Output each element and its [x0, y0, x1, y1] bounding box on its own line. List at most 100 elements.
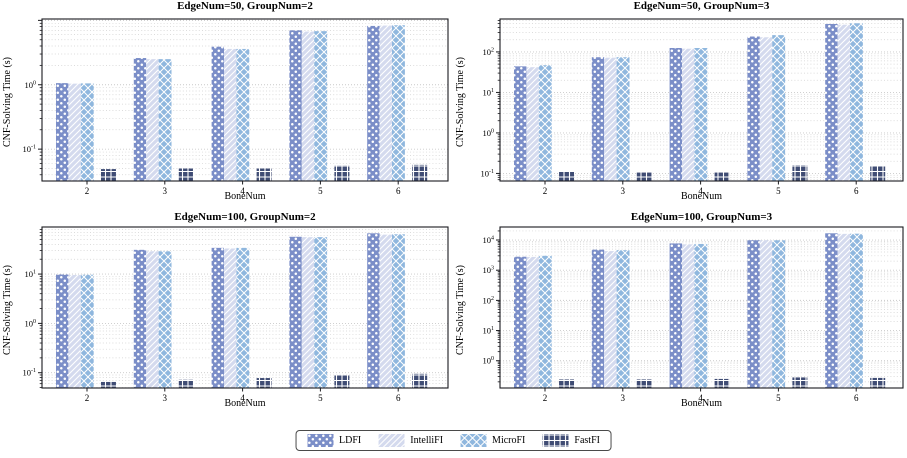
bar-IntelliFI-bone5 — [759, 240, 773, 388]
bar-LDFI-bone3 — [591, 249, 605, 388]
bar-MicroFI-bone6 — [392, 234, 405, 388]
axes-spines — [41, 18, 449, 182]
bar-LDFI-bone5 — [289, 236, 302, 388]
bar-LDFI-bone2 — [56, 83, 69, 181]
legend-item-intellifi: IntelliFI — [378, 434, 443, 447]
bar-MicroFI-bone5 — [772, 240, 786, 388]
bar-LDFI-bone6 — [825, 23, 838, 182]
bar-IntelliFI-bone2 — [526, 67, 539, 181]
bar-FastFI-bone2 — [101, 169, 116, 181]
bar-IntelliFI-bone6 — [379, 25, 392, 181]
bar-MicroFI-bone4 — [694, 47, 708, 181]
bar-FastFI-bone2 — [559, 379, 574, 388]
legend: LDFI IntelliFI MicroFI FastFI — [295, 430, 612, 451]
microfi-cross-swatch-icon — [460, 434, 487, 447]
bar-FastFI-bone6 — [412, 164, 428, 181]
x-axis-label: BoneNum — [224, 191, 266, 202]
y-tick-label: 101 — [483, 87, 495, 97]
bar-FastFI-bone3 — [178, 379, 194, 388]
bar-IntelliFI-bone5 — [301, 31, 315, 181]
subplot-edgenum100-groupnum3: EdgeNum=100, GroupNum=3 CNF-Solving Time… — [453, 209, 907, 414]
x-tick-label: 5 — [318, 393, 323, 403]
x-tick-label: 4 — [240, 393, 245, 403]
bar-LDFI-bone2 — [514, 256, 527, 388]
bar-IntelliFI-bone3 — [604, 251, 617, 388]
bar-FastFI-bone4 — [714, 378, 730, 388]
x-tick-label: 3 — [621, 393, 626, 403]
bar-LDFI-bone3 — [133, 249, 147, 388]
bar-IntelliFI-bone4 — [682, 48, 695, 181]
ldfi-dots-swatch-icon — [307, 434, 334, 447]
bar-IntelliFI-bone6 — [837, 233, 850, 388]
fastfi-grid-swatch-icon — [542, 434, 569, 447]
y-tick-label: 100 — [483, 356, 495, 366]
x-tick-label: 4 — [698, 186, 703, 196]
x-tick-label: 6 — [396, 186, 401, 196]
bar-FastFI-bone5 — [792, 165, 808, 181]
plot-area: 10-1 100 101 2 3 4 5 6 — [23, 226, 449, 403]
legend-item-microfi: MicroFI — [460, 434, 525, 447]
y-tick-label: 102 — [483, 295, 495, 305]
bar-MicroFI-bone3 — [158, 59, 172, 181]
bar-MicroFI-bone6 — [392, 25, 405, 182]
x-tick-label: 2 — [85, 393, 90, 403]
plot-area: 100 101 102 103 104 2 3 4 5 6 — [483, 226, 904, 403]
bar-LDFI-bone4 — [211, 46, 224, 182]
axes-spines — [499, 226, 904, 389]
legend-label: LDFI — [339, 435, 362, 446]
bar-FastFI-bone5 — [334, 374, 350, 388]
x-axis-label: BoneNum — [680, 191, 723, 202]
bar-LDFI-bone3 — [591, 57, 605, 182]
bar-MicroFI-bone6 — [850, 23, 863, 181]
bar-IntelliFI-bone5 — [759, 37, 773, 182]
bar-MicroFI-bone3 — [616, 57, 630, 182]
plot-area: 10-1 100 101 102 2 3 4 5 6 — [481, 18, 904, 196]
x-tick-label: 4 — [698, 393, 703, 403]
bar-LDFI-bone5 — [747, 240, 760, 388]
y-tick-label: 104 — [483, 235, 495, 245]
bar-MicroFI-bone6 — [850, 233, 863, 388]
y-tick-label: 101 — [25, 269, 37, 279]
bar-IntelliFI-bone5 — [301, 237, 315, 388]
legend-item-fastfi: FastFI — [542, 434, 600, 447]
bar-FastFI-bone3 — [636, 379, 652, 388]
x-tick-label: 5 — [318, 186, 323, 196]
bar-FastFI-bone4 — [256, 168, 272, 181]
y-axis-label: CNF-Solving Time (s) — [455, 264, 466, 356]
bar-LDFI-bone6 — [367, 25, 380, 181]
bar-IntelliFI-bone3 — [604, 57, 617, 182]
bar-IntelliFI-bone4 — [682, 244, 695, 388]
bar-FastFI-bone4 — [714, 172, 730, 181]
bar-LDFI-bone6 — [367, 233, 380, 388]
bar-MicroFI-bone2 — [538, 255, 552, 388]
subplot-edgenum50-groupnum2: EdgeNum=50, GroupNum=2 CNF-Solving Time … — [0, 0, 453, 205]
bar-IntelliFI-bone2 — [526, 256, 539, 388]
bar-LDFI-bone5 — [747, 36, 760, 181]
legend-label: MicroFI — [492, 435, 526, 446]
y-axis-label: CNF-Solving Time (s) — [2, 56, 13, 148]
legend-label: IntelliFI — [410, 435, 444, 446]
bar-LDFI-bone4 — [211, 247, 224, 388]
x-tick-label: 3 — [621, 186, 626, 196]
chart-title: EdgeNum=100, GroupNum=3 — [630, 211, 773, 223]
y-axis-label: CNF-Solving Time (s) — [455, 56, 466, 148]
bar-FastFI-bone5 — [792, 377, 808, 388]
bar-MicroFI-bone2 — [538, 65, 552, 181]
legend-item-ldfi: LDFI — [307, 434, 361, 447]
x-tick-label: 2 — [543, 393, 548, 403]
x-tick-label: 6 — [396, 393, 401, 403]
x-tick-label: 3 — [163, 186, 168, 196]
y-tick-label: 10-1 — [481, 168, 495, 178]
y-tick-label: 103 — [483, 265, 495, 275]
bar-IntelliFI-bone6 — [837, 24, 850, 181]
bar-IntelliFI-bone3 — [146, 59, 159, 181]
x-tick-label: 2 — [543, 186, 548, 196]
x-tick-label: 6 — [854, 186, 859, 196]
bar-FastFI-bone5 — [334, 165, 350, 181]
bar-LDFI-bone4 — [669, 243, 682, 388]
bar-IntelliFI-bone4 — [224, 48, 237, 182]
bar-IntelliFI-bone3 — [146, 251, 159, 388]
bar-IntelliFI-bone2 — [68, 83, 81, 181]
bar-MicroFI-bone4 — [236, 247, 250, 388]
bar-FastFI-bone2 — [559, 171, 574, 181]
